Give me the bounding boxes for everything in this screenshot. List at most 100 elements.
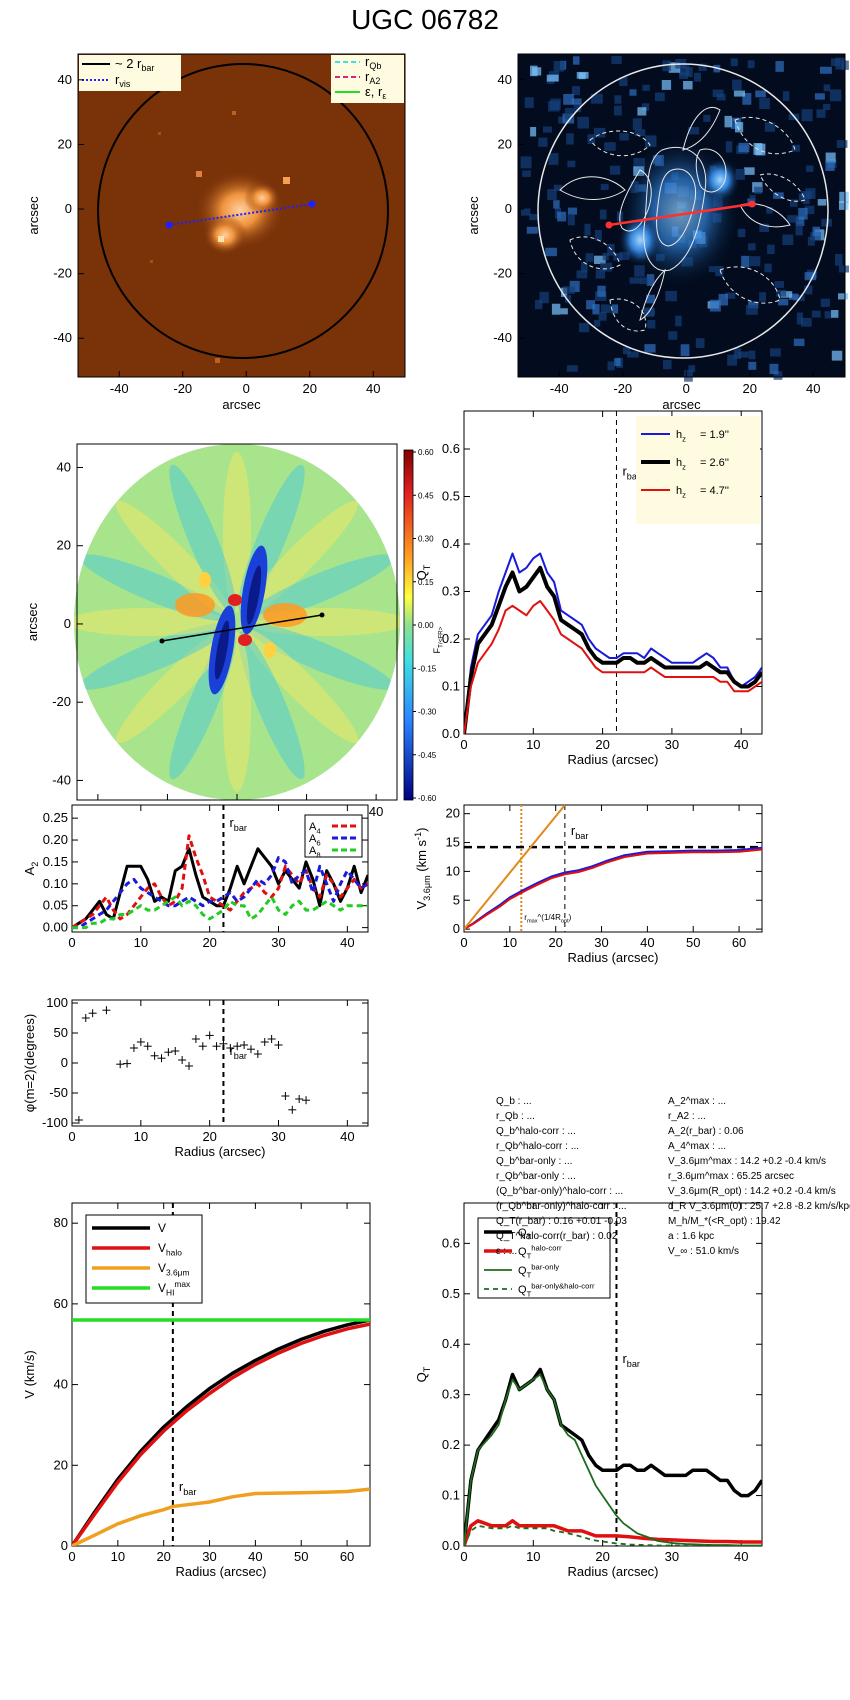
data-point bbox=[143, 1042, 152, 1051]
data-point bbox=[171, 1047, 180, 1055]
series-line bbox=[464, 848, 762, 930]
rbar-label: rbar bbox=[622, 1351, 640, 1369]
info-line: r_A2 : ... bbox=[668, 1111, 706, 1122]
x-tick-label: 40 bbox=[734, 737, 748, 752]
y-tick-label: 0 bbox=[64, 616, 71, 631]
info-line: V_3.6μm^max : 14.2 +0.2 -0.4 km/s bbox=[668, 1156, 827, 1167]
legend-label: = 2.6'' bbox=[700, 457, 729, 469]
x-tick-label: 0 bbox=[460, 935, 467, 950]
y-tick-label: 0.2 bbox=[442, 631, 460, 646]
x-axis-label: Radius (arcsec) bbox=[567, 1564, 658, 1579]
x-tick-label: 20 bbox=[303, 381, 317, 396]
bar-segment bbox=[161, 614, 323, 642]
legend-label: = 4.7'' bbox=[700, 485, 729, 497]
series-line bbox=[72, 895, 368, 930]
data-point bbox=[129, 1044, 138, 1052]
chart-phase-profile: 0 10 20 30 40 -100 -50 0 50 100 Radius (arcsec) φ(m… bbox=[22, 995, 369, 1159]
y-tick-label: 100 bbox=[46, 995, 68, 1010]
data-point bbox=[267, 1035, 276, 1043]
x-tick-label: 20 bbox=[595, 737, 609, 752]
y-tick-label: 20 bbox=[54, 1457, 68, 1472]
info-line: a : 1.6 kpc bbox=[668, 1231, 715, 1242]
x-tick-label: 40 bbox=[640, 935, 654, 950]
x-tick-label: 0 bbox=[243, 381, 250, 396]
info-line: (Q_b^bar-only)^halo-corr : ... bbox=[496, 1186, 624, 1197]
y-tick-label: -40 bbox=[52, 772, 71, 787]
data-point bbox=[136, 1038, 145, 1046]
series-line bbox=[464, 805, 566, 930]
chart-velocity-decomposition: 0 10 20 30 40 50 60 0 20 40 60 80 Radius (arcsec) V (… bbox=[22, 1202, 371, 1579]
data-point bbox=[198, 1042, 207, 1051]
colorbar-tick-label: 0.15 bbox=[418, 578, 434, 587]
rbar-label: rbar bbox=[179, 1479, 197, 1497]
legend-label: hz bbox=[676, 429, 686, 443]
x-axis-label: arcsec bbox=[662, 397, 701, 412]
y-tick-label: 0.6 bbox=[442, 441, 460, 456]
series-line bbox=[464, 552, 762, 734]
x-tick-label: 10 bbox=[111, 1549, 125, 1564]
series-line bbox=[464, 1373, 762, 1546]
series-line bbox=[72, 856, 368, 930]
y-tick-label: 10 bbox=[446, 863, 460, 878]
y-tick-label: 0.10 bbox=[43, 876, 68, 891]
rvis-segment bbox=[168, 203, 313, 226]
data-point bbox=[240, 1041, 249, 1049]
info-line: r_Qb^halo-corr : ... bbox=[496, 1141, 580, 1152]
y-tick-label: 0.05 bbox=[43, 898, 68, 913]
x-tick-label: 0 bbox=[68, 935, 75, 950]
x-tick-label: 10 bbox=[526, 1549, 540, 1564]
x-tick-label: 20 bbox=[156, 1549, 170, 1564]
y-tick-label: 0.1 bbox=[442, 679, 460, 694]
info-line: r_3.6μm^max : 65.25 arcsec bbox=[668, 1171, 795, 1182]
y-tick-label: 40 bbox=[57, 459, 71, 474]
y-axis-label: V (km/s) bbox=[22, 1350, 37, 1398]
colorbar-tick-label: 0.45 bbox=[418, 491, 434, 500]
panel-image-blue: -40 -20 0 20 40 40 20 0 -20 -40 arcsec arcsec bbox=[466, 53, 849, 412]
x-axis-label: Radius (arcsec) bbox=[175, 1564, 266, 1579]
info-line: d_R V_3.6μm(0) : 25.7 +2.8 -8.2 km/s/kpc bbox=[668, 1201, 850, 1212]
y-axis-label: arcsec bbox=[466, 196, 481, 235]
x-tick-label: 50 bbox=[686, 935, 700, 950]
colorbar-label: FT/<FR> bbox=[432, 626, 445, 653]
legend-label: A6 bbox=[309, 833, 321, 847]
two-rbar-ellipse bbox=[537, 63, 829, 359]
rbar-label: rbar bbox=[622, 464, 640, 482]
data-point bbox=[185, 1062, 194, 1070]
y-tick-label: 0.6 bbox=[442, 1235, 460, 1250]
plot-area bbox=[463, 804, 763, 933]
series-line bbox=[72, 1322, 370, 1546]
y-tick-label: 0.5 bbox=[442, 1286, 460, 1301]
y-tick-label: 0 bbox=[61, 1055, 68, 1070]
y-tick-label: -100 bbox=[42, 1115, 68, 1130]
plot-area bbox=[71, 999, 369, 1127]
x-tick-label: 30 bbox=[594, 935, 608, 950]
info-line: A_2^max : ... bbox=[668, 1096, 727, 1107]
bar-endpoint bbox=[319, 612, 325, 618]
x-tick-label: 40 bbox=[248, 1549, 262, 1564]
rbar-label: rbar bbox=[229, 815, 247, 833]
data-point bbox=[205, 1031, 214, 1040]
y-tick-label: 5 bbox=[453, 892, 460, 907]
x-axis-label: Radius (arcsec) bbox=[174, 1144, 265, 1159]
colorbar-tick-label: -0.15 bbox=[418, 664, 437, 673]
info-line: A_2(r_bar) : 0.06 bbox=[668, 1126, 744, 1137]
y-tick-label: 0 bbox=[505, 201, 512, 216]
data-point bbox=[212, 1042, 221, 1051]
data-point bbox=[226, 1044, 235, 1052]
data-point bbox=[246, 1045, 255, 1054]
series-line bbox=[72, 847, 368, 929]
y-tick-label: 0.00 bbox=[43, 920, 68, 935]
bar-endpoint bbox=[605, 221, 613, 229]
x-tick-label: 40 bbox=[340, 1129, 354, 1144]
y-tick-label: 0.20 bbox=[43, 832, 68, 847]
data-point bbox=[74, 1116, 83, 1124]
legend-label: hz bbox=[676, 485, 686, 499]
chart-a2-profile: 0 10 20 30 40 0.00 0.05 0.10 0.15 0.20 0.25 A2 rbar A… bbox=[22, 804, 369, 950]
data-point bbox=[150, 1051, 159, 1060]
y-tick-label: 80 bbox=[54, 1215, 68, 1230]
legend-label: QT bbox=[518, 1227, 532, 1241]
x-tick-label: -40 bbox=[550, 381, 569, 396]
bar-endpoint bbox=[159, 638, 165, 644]
